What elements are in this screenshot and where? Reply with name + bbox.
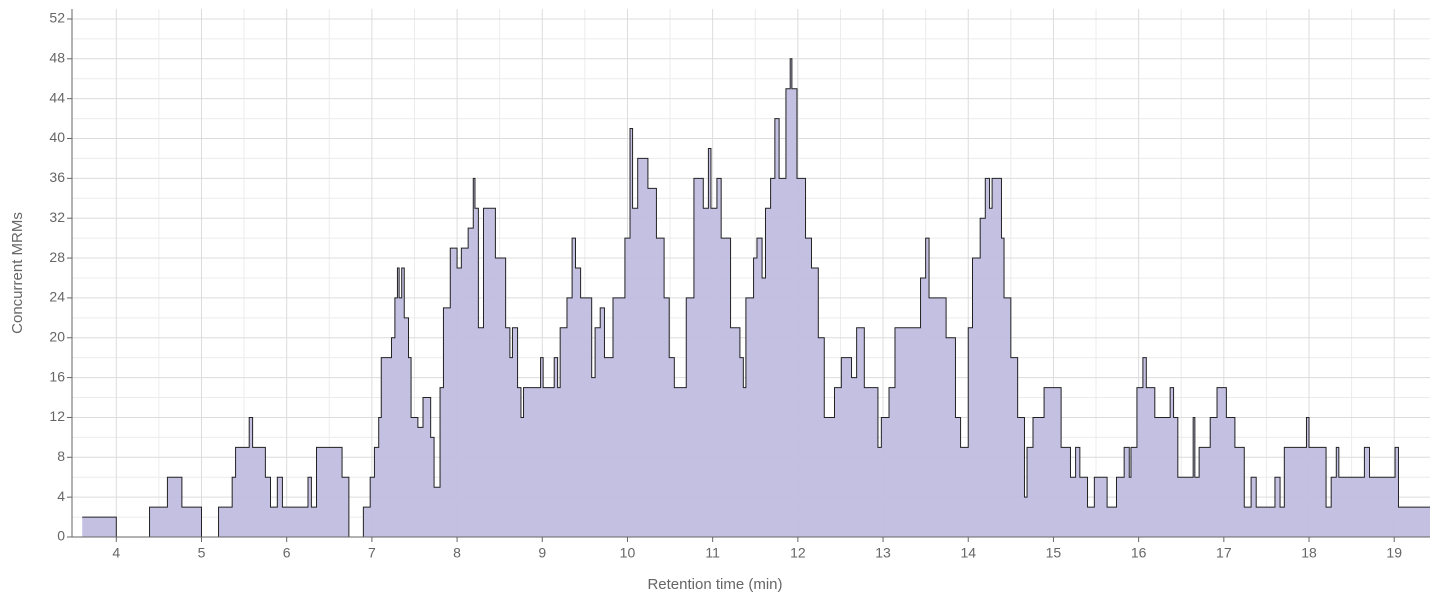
x-tick-label: 6 (283, 545, 291, 561)
y-tick-label: 40 (49, 129, 65, 145)
x-tick-label: 11 (705, 545, 720, 561)
y-tick-label: 12 (49, 408, 65, 424)
x-tick-label: 19 (1386, 545, 1402, 561)
x-tick-label: 5 (198, 545, 206, 561)
y-tick-label: 52 (49, 10, 65, 26)
x-tick-label: 13 (875, 545, 891, 561)
y-tick-label: 28 (49, 249, 65, 265)
y-tick-label: 16 (49, 368, 65, 384)
x-tick-label: 17 (1216, 545, 1232, 561)
x-tick-label: 4 (112, 545, 120, 561)
y-tick-label: 8 (57, 448, 65, 464)
y-tick-label: 24 (49, 289, 65, 305)
x-axis-label: Retention time (min) (647, 576, 782, 593)
x-tick-label: 16 (1131, 545, 1147, 561)
x-tick-label: 18 (1301, 545, 1317, 561)
x-tick-label: 14 (960, 545, 976, 561)
y-tick-label: 36 (49, 169, 65, 185)
y-tick-label: 20 (49, 328, 65, 344)
y-tick-label: 44 (49, 89, 65, 105)
y-tick-label: 48 (49, 50, 65, 66)
x-tick-label: 9 (538, 545, 546, 561)
y-tick-label: 0 (57, 528, 65, 544)
step-area (82, 58, 1430, 538)
x-tick-label: 7 (368, 545, 376, 561)
x-tick-label: 8 (453, 545, 461, 561)
y-tick-label: 32 (49, 209, 65, 225)
y-tick-label: 4 (57, 488, 65, 504)
step-line (82, 58, 1430, 538)
x-tick-label: 10 (620, 545, 636, 561)
x-tick-label: 15 (1046, 545, 1062, 561)
x-tick-label: 12 (790, 545, 806, 561)
y-axis-label: Concurrent MRMs (9, 212, 26, 334)
